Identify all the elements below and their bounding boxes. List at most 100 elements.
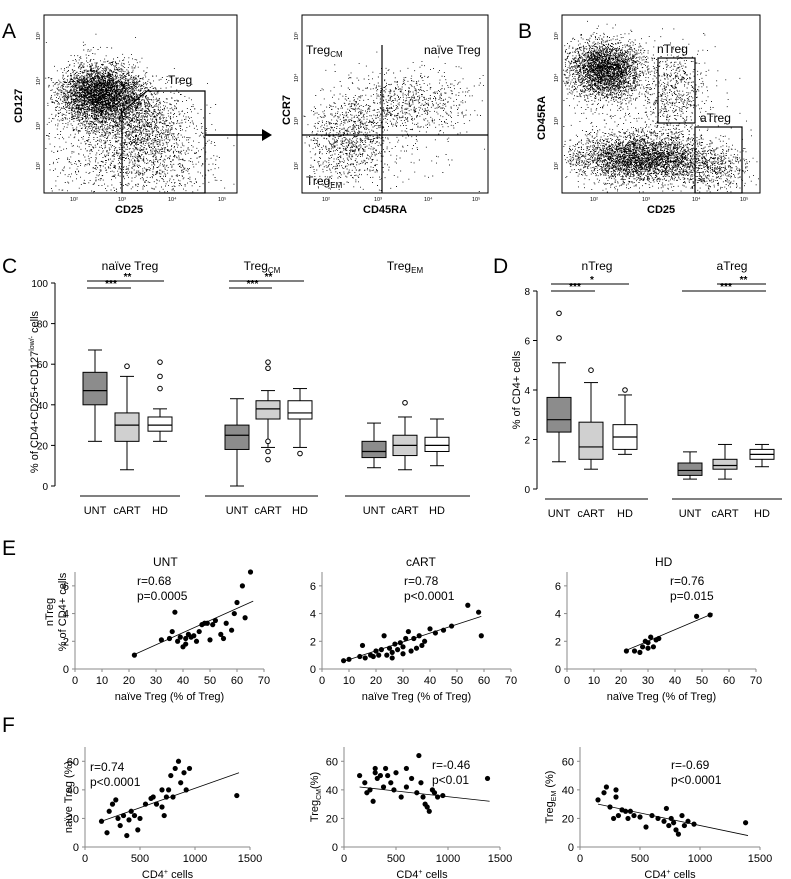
scatter-point xyxy=(357,772,363,779)
scatter-point xyxy=(403,635,409,642)
scatter-point xyxy=(707,612,713,618)
b-ytick-4: 10⁵ xyxy=(553,32,560,40)
scatter-point xyxy=(478,633,484,639)
scatter-point xyxy=(380,784,387,790)
a2-ylabel: CCR7 xyxy=(281,95,293,125)
scatter-point xyxy=(186,765,193,772)
y-tick-label: 0 xyxy=(73,842,79,854)
b-ylabel: CD45RA xyxy=(536,96,548,140)
scatter-point xyxy=(637,649,643,655)
box-iqr xyxy=(424,436,450,452)
y-tick-label: 40 xyxy=(562,785,574,797)
x-tick-label: 60 xyxy=(723,675,735,687)
y-tick-label: 4 xyxy=(555,609,561,621)
box-iqr xyxy=(82,371,108,406)
flow-dot-cloud xyxy=(563,20,759,193)
scatter-point xyxy=(370,798,376,804)
a1-ytick-4: 10⁵ xyxy=(35,32,42,40)
scatter-point xyxy=(183,635,189,642)
scatter-point xyxy=(427,626,433,632)
scatter-point xyxy=(166,787,172,793)
y-tick-label: 2 xyxy=(555,636,561,648)
a1-xlabel: CD25 xyxy=(115,204,143,216)
a2-xtick-3: 10⁴ xyxy=(424,196,433,203)
significance-label: *** xyxy=(247,279,259,290)
scatter-point xyxy=(449,623,455,629)
c-ylabel: % of CD4+CD25+CD127low/- cells xyxy=(29,310,41,473)
category-label: UNT xyxy=(363,505,386,517)
scatter-point xyxy=(170,794,176,800)
panel-letter-a: A xyxy=(2,20,16,43)
category-label: UNT xyxy=(84,505,107,517)
scatter-point xyxy=(210,622,216,628)
correlation-p: p<0.0001 xyxy=(404,589,455,603)
e-scatter-unt: 0 10 20 30 40 50 60 70 0 2 4 6 UNT r=0.68p=0.0005 naïv… xyxy=(63,555,270,703)
scatter-point xyxy=(175,638,181,644)
scatter-point xyxy=(625,815,631,822)
correlation-r: r=0.74 xyxy=(90,760,125,774)
scatter-point xyxy=(183,641,189,647)
scatter-point xyxy=(611,815,617,822)
scatter-point xyxy=(661,818,667,824)
y-tick-label: 60 xyxy=(562,756,574,768)
f-scatter-naive-treg: 0 500 1000 1500 0 20 40 60 r=0.74p<0.0001 CD4+ ce… xyxy=(63,747,262,879)
x-tick-label: 20 xyxy=(123,675,135,687)
box-outlier xyxy=(157,373,163,380)
scatter-point xyxy=(131,652,137,658)
significance-label: *** xyxy=(720,282,732,293)
scatter-point xyxy=(416,752,422,759)
scatter-point xyxy=(637,814,643,820)
scatter-point xyxy=(372,765,378,772)
y-axis-label-end: (%) xyxy=(309,772,321,789)
scatter-point xyxy=(435,794,441,800)
scatter-point xyxy=(405,628,411,635)
scatter-point xyxy=(675,831,682,837)
x-tick-label: 10 xyxy=(96,675,108,687)
x-tick-label: 30 xyxy=(642,675,654,687)
x-tick-label: 10 xyxy=(343,675,355,687)
d-y-axis: 0 2 4 6 8 xyxy=(524,287,538,496)
scatter-point xyxy=(135,827,141,833)
scatter-point xyxy=(649,812,655,819)
y-tick-label: 20 xyxy=(67,813,79,825)
scatter-point xyxy=(159,804,165,810)
correlation-p: p=0.0005 xyxy=(137,589,188,603)
scatter-point xyxy=(370,653,376,660)
plot-title: UNT xyxy=(153,555,178,569)
scatter-point xyxy=(411,635,417,642)
box-outlier xyxy=(297,450,303,457)
scatter-point xyxy=(391,787,397,793)
scatter-point xyxy=(679,812,685,819)
x-tick-label: 70 xyxy=(505,675,517,687)
ntreg-gate-label: nTreg xyxy=(657,42,688,56)
scatter-point xyxy=(377,772,383,779)
significance-label: ** xyxy=(124,272,132,283)
c-group-treg-em: UNT cART HD TregEM xyxy=(345,259,470,517)
y-axis-label-end: (%) xyxy=(544,771,556,791)
scatter-point xyxy=(223,620,229,626)
flow-dot-cloud xyxy=(45,33,235,193)
y-tick-label: 0 xyxy=(63,664,69,676)
scatter-point xyxy=(476,609,482,615)
scatter-point xyxy=(389,649,395,655)
correlation-r: r=0.76 xyxy=(670,574,705,588)
box-iqr xyxy=(255,400,281,420)
box-iqr xyxy=(546,396,572,433)
scatter-point xyxy=(400,651,406,657)
x-tick-label: 50 xyxy=(696,675,708,687)
scatter-point xyxy=(362,780,368,786)
e-ylabel-2: % of CD4+ cells xyxy=(57,572,69,651)
category-label: cART xyxy=(391,505,419,517)
x-axis-label-sup: + xyxy=(418,869,422,876)
y-axis-label-sub: EM xyxy=(551,791,558,802)
y-tick-label: 6 xyxy=(555,581,561,593)
b-ytick-3: 10⁴ xyxy=(553,73,560,82)
y-tick-label: 20 xyxy=(37,441,49,452)
x-tick-label: 60 xyxy=(231,675,243,687)
group-title: nTreg xyxy=(582,259,613,273)
